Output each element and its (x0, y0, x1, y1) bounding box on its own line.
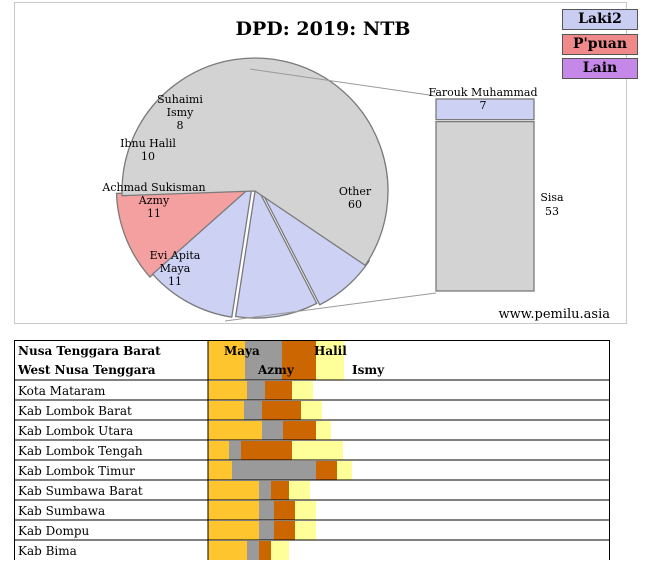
region-label-7: Kab Dompu (18, 524, 90, 538)
row-6-bar-3 (295, 501, 316, 520)
pie-slice-value-3: 8 (177, 119, 184, 132)
pie-slice-0 (115, 188, 252, 278)
series-label-0: Maya (224, 344, 260, 358)
row-4-bar-0 (208, 461, 232, 480)
pie-slice-label-3: Suhaimi (157, 93, 203, 106)
legend-other: Lain (562, 58, 638, 79)
row-2-bar-3 (316, 421, 331, 440)
row-4-bar-2 (316, 461, 337, 480)
series-label-2: Halil (314, 344, 347, 358)
row-3-bar-0 (208, 441, 229, 460)
header-bar-3 (316, 341, 344, 380)
connector-line-bottom (224, 292, 437, 322)
region-label-3: Kab Lombok Tengah (18, 444, 143, 458)
row-3-bar-3 (292, 441, 343, 460)
pie-slice-label-1: Achmad Sukisman (101, 181, 205, 194)
pie-slice-value-2: 10 (141, 150, 155, 163)
row-7-bar-0 (208, 521, 259, 540)
table-border (14, 340, 610, 560)
pie-slice-label-0: Maya (160, 262, 191, 275)
row-5-bar-2 (271, 481, 289, 500)
pie-chart-panel: DPD: 2019: NTB www.pemilu.asia Evi Apita Ma… (14, 2, 638, 324)
row-6-bar-0 (208, 501, 259, 520)
bar-of-pie-value-0: 7 (480, 99, 487, 112)
region-label-6: Kab Sumbawa (18, 504, 105, 518)
row-8-bar-3 (271, 541, 289, 560)
row-8-bar-0 (208, 541, 247, 560)
header-bar-0 (208, 341, 245, 380)
chart-title: DPD: 2019: NTB (236, 18, 411, 40)
legend-female: P'puan (562, 34, 638, 55)
row-2-bar-0 (208, 421, 262, 440)
header-bar-1 (245, 341, 282, 380)
pie-slice-3 (258, 185, 371, 306)
pie-slice-value-4: 60 (348, 198, 362, 211)
header-bar-2 (282, 341, 316, 380)
pie-chart: DPD: 2019: NTB www.pemilu.asia Evi ApitaMa… (101, 18, 611, 322)
pie-slice-label-3: Ismy (167, 106, 194, 119)
region-label-2: Kab Lombok Utara (18, 424, 133, 438)
series-label-3: Ismy (352, 363, 385, 377)
row-0-bar-1 (247, 381, 265, 400)
region-label-4: Kab Lombok Timur (18, 464, 135, 478)
row-7-bar-3 (295, 521, 316, 540)
legend-male: Laki2 (562, 9, 638, 30)
watermark: www.pemilu.asia (499, 307, 611, 322)
row-0-bar-0 (208, 381, 247, 400)
pie-slice-2 (234, 183, 318, 319)
row-1-bar-2 (262, 401, 301, 420)
pie-slice-1 (151, 184, 254, 318)
pie-slice-value-0: 11 (168, 275, 182, 288)
pie-slice-label-1: Azmy (138, 194, 170, 207)
row-1-bar-3 (301, 401, 322, 420)
bar-of-pie-label-0: Farouk Muhammad (428, 86, 537, 99)
row-6-bar-2 (274, 501, 295, 520)
connector-line-top (249, 68, 437, 97)
row-5-bar-0 (208, 481, 259, 500)
bar-of-pie-segment-0 (435, 98, 535, 121)
row-0-bar-2 (265, 381, 292, 400)
row-7-bar-1 (259, 521, 274, 540)
table-header-line-1: West Nusa Tenggara (17, 363, 156, 377)
row-1-bar-1 (244, 401, 262, 420)
region-label-8: Kab Bima (18, 544, 77, 558)
pie-slice-label-0: Evi Apita (150, 249, 201, 262)
stacked-bar-table: Maya Azmy Halil Ismy Nusa Tenggara Barat West… (14, 340, 610, 560)
row-2-bar-2 (283, 421, 316, 440)
bar-of-pie-value-1: 53 (545, 205, 559, 218)
region-label-0: Kota Mataram (18, 384, 106, 398)
pie-slice-4 (121, 57, 389, 267)
table-header-line-0: Nusa Tenggara Barat (18, 344, 161, 358)
row-3-bar-1 (229, 441, 241, 460)
series-label-1: Azmy (257, 363, 295, 377)
bar-of-pie-label-1: Sisa (540, 191, 564, 204)
bar-of-pie-segment-1 (435, 120, 535, 292)
regional-results-table: Maya Azmy Halil Ismy Nusa Tenggara Barat West… (14, 340, 611, 560)
row-4-bar-3 (337, 461, 352, 480)
row-2-bar-1 (262, 421, 283, 440)
region-label-5: Kab Sumbawa Barat (18, 484, 143, 498)
pie-slice-value-1: 11 (147, 207, 161, 220)
pie-slice-label-4: Other (339, 185, 372, 198)
row-4-bar-1 (232, 461, 316, 480)
row-3-bar-2 (241, 441, 292, 460)
row-1-bar-0 (208, 401, 244, 420)
row-0-bar-3 (292, 381, 313, 400)
pie-slice-label-2: Ibnu Halil (120, 137, 176, 150)
row-5-bar-3 (289, 481, 310, 500)
row-7-bar-2 (274, 521, 295, 540)
row-6-bar-1 (259, 501, 274, 520)
region-label-1: Kab Lombok Barat (18, 404, 132, 418)
row-5-bar-1 (259, 481, 271, 500)
row-8-bar-2 (259, 541, 271, 560)
row-8-bar-1 (247, 541, 259, 560)
